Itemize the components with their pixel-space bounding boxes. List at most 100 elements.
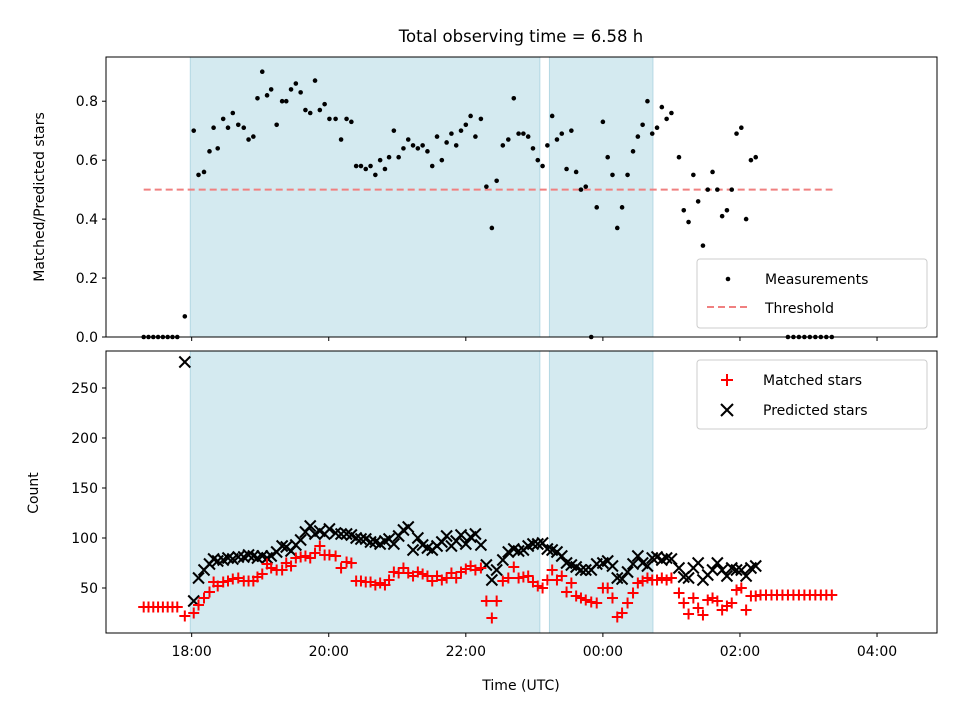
predicted-point [387, 537, 401, 551]
predicted-point [192, 571, 205, 585]
matched-point [556, 570, 568, 582]
predicted-point [660, 551, 673, 565]
measurement-point [610, 172, 615, 178]
matched-point [565, 577, 577, 589]
x-tick-label: 20:00 [309, 644, 349, 660]
matched-point [276, 564, 288, 576]
measurement-point [676, 154, 682, 160]
predicted-point [677, 570, 690, 584]
x-tick-label: 18:00 [171, 644, 211, 660]
matched-point [678, 597, 690, 609]
matched-point [314, 540, 326, 552]
legend-measurements-marker [725, 276, 731, 282]
shaded-span-1 [548, 56, 654, 338]
measurement-point [405, 137, 411, 142]
measurement-point [719, 213, 725, 219]
measurement-point [506, 137, 511, 142]
x-tick-label: 22:00 [446, 644, 486, 660]
matched-point [256, 568, 268, 580]
matched-point [426, 575, 438, 587]
matched-point [575, 592, 587, 604]
predicted-point [490, 563, 503, 577]
predicted-point [615, 572, 629, 586]
bottom-shaded-spans [189, 350, 654, 634]
measurement-point [382, 166, 388, 172]
measurement-point [401, 146, 406, 151]
measurement-point [255, 95, 260, 101]
measurement-point [535, 157, 541, 163]
measurement-point [368, 163, 373, 169]
predicted-point [672, 561, 686, 575]
bottom-legend: Matched stars Predicted stars [696, 359, 928, 430]
predicted-point [665, 552, 678, 566]
matched-point [570, 590, 582, 602]
bottom-axes-frame [105, 350, 938, 634]
measurement-point [268, 87, 274, 92]
measurement-point [559, 131, 565, 136]
measurement-point [317, 107, 323, 113]
matched-point [330, 550, 342, 562]
shaded-span-0 [189, 56, 541, 338]
matched-point [537, 582, 549, 594]
measurement-point [196, 172, 201, 178]
matched-point [345, 557, 357, 569]
predicted-point [454, 528, 468, 542]
measurement-point [691, 172, 696, 178]
matched-point [265, 562, 277, 574]
measurement-point [724, 207, 730, 213]
matched-point [641, 572, 653, 584]
measurement-point [191, 128, 197, 133]
measurement-point [635, 134, 641, 139]
legend-measurements-label: Measurements [765, 272, 868, 288]
y-tick-label: 250 [71, 381, 98, 397]
measurement-point [349, 119, 354, 125]
top-axes-frame [105, 56, 938, 338]
measurement-point [753, 154, 759, 160]
top-shaded-spans [189, 56, 654, 338]
measurement-point [494, 178, 499, 184]
matched-point [651, 574, 663, 586]
matched-point [397, 562, 409, 574]
legend-matched-label: Matched stars [763, 373, 862, 389]
predicted-point [730, 563, 743, 577]
matched-point [661, 574, 673, 586]
predicted-point [611, 571, 624, 585]
measurement-point [743, 216, 749, 222]
matched-point [502, 572, 514, 584]
measurement-point [463, 122, 469, 128]
predicted-point [641, 559, 654, 573]
matched-point [826, 589, 838, 601]
matched-point [673, 587, 685, 599]
matched-point [532, 580, 544, 592]
measurement-point [681, 207, 687, 213]
y-tick-label: 0.4 [76, 212, 98, 228]
top-x-ticks [191, 337, 878, 341]
measurement-point [649, 131, 655, 136]
bottom-x-ticks: 18:00 20:00 22:00 00:00 02:00 04:00 [171, 633, 897, 660]
measurement-point [207, 149, 212, 154]
measurement-point [545, 143, 550, 148]
measurement-point [322, 101, 327, 107]
matched-point [616, 607, 628, 619]
matched-point [421, 570, 433, 582]
matched-point [480, 595, 492, 607]
measurement-point [564, 166, 569, 172]
predicted-point [691, 556, 705, 570]
measurement-point [396, 154, 401, 160]
measurement-point [230, 110, 236, 116]
x-tick-label: 00:00 [583, 644, 623, 660]
matched-point [665, 572, 677, 584]
measurement-point [420, 143, 425, 148]
measurement-point [251, 134, 256, 139]
matched-points [138, 540, 838, 624]
predicted-point [221, 551, 235, 565]
matched-point [731, 584, 743, 596]
matched-point [304, 552, 316, 564]
measurement-point [453, 143, 459, 148]
matched-point [374, 577, 386, 589]
matched-point [622, 597, 634, 609]
measurement-point [333, 116, 338, 122]
measurement-point [686, 219, 691, 225]
x-axis-label: Time (UTC) [481, 678, 559, 694]
matched-point [561, 586, 573, 598]
